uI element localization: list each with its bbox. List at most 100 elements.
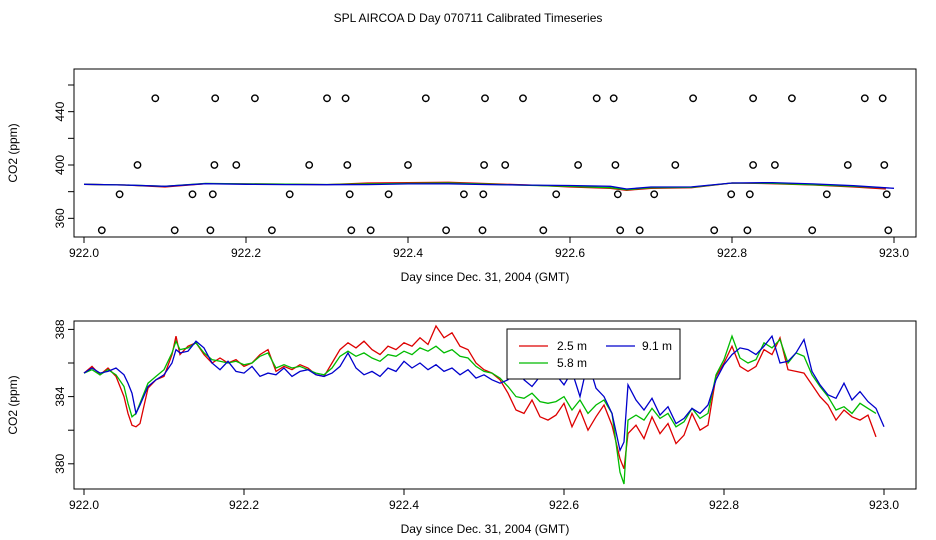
calibration-point [519,94,527,103]
calibration-point [592,94,601,103]
calibration-point [480,161,488,169]
calibration-point [860,94,869,103]
calibration-point [323,94,331,103]
calibration-point [539,226,548,235]
calibration-point [771,161,779,169]
legend: 2.5 m 9.1 m 5.8 m [506,328,681,380]
calibration-point [151,94,160,103]
calibration-point [878,94,887,103]
calibration-point [616,226,625,235]
x-tick-label: 922.0 [69,246,99,260]
calibration-point [501,161,510,169]
calibration-point [727,190,736,199]
calibration-point [689,94,697,103]
calibration-point [788,94,796,103]
calibration-point [574,161,582,169]
calibration-point [749,94,757,103]
calibration-point [479,190,488,199]
calibration-point [97,226,106,235]
calibration-point [710,226,719,235]
calibration-point [478,226,487,235]
x-tick-label: 922.2 [229,498,259,512]
top-axis-ticks: 922.0 922.2 922.4 922.6 922.8 923.0 360 400 440 [53,84,909,260]
x-tick-label: 922.8 [717,246,747,260]
calibration-point [882,190,891,199]
calibration-point [421,94,430,103]
calibration-point [745,190,754,199]
top-series-lines [83,181,895,191]
calibration-point [115,190,124,199]
series-line-9-1-m [83,334,885,453]
calibration-point [341,94,350,103]
calibration-point [609,94,618,103]
calibration-point [188,190,197,199]
x-tick-label: 922.6 [555,246,585,260]
legend-label-5-8m: 5.8 m [557,356,587,370]
calibration-point [345,190,354,199]
y-tick-label: 388 [53,319,67,339]
chart-title: SPL AIRCOA D Day 070711 Calibrated Times… [334,11,603,25]
calibration-point [170,226,179,235]
calibration-point [250,94,259,103]
top-y-axis-label: CO2 (ppm) [6,123,20,182]
series-line-9-1-m [83,181,895,190]
top-calibration-points [97,94,893,235]
legend-box [506,328,681,380]
calibration-point [843,161,852,169]
bottom-x-axis-label: Day since Dec. 31, 2004 (GMT) [401,522,570,536]
bottom-series-lines [83,324,885,485]
calibration-point [459,190,468,199]
top-panel: 922.0 922.2 922.4 922.6 922.8 923.0360400440 … [6,68,917,284]
x-tick-label: 922.4 [393,246,423,260]
calibration-point [208,190,217,199]
calibration-point [442,226,450,235]
y-tick-label: 380 [53,453,67,473]
calibration-point [267,226,276,235]
calibration-point [481,94,489,103]
y-tick-label: 360 [53,208,67,228]
calibration-point [133,161,142,169]
calibration-point [232,161,241,169]
calibration-point [822,190,831,199]
bottom-axis-ticks: 922.0 922.2 922.4 922.6 922.8 923.0 380 384 388 [53,319,899,512]
calibration-point [613,190,622,199]
calibration-point [210,161,219,169]
calibration-point [635,226,644,235]
x-tick-label: 922.2 [231,246,261,260]
x-tick-label: 922.6 [549,498,579,512]
calibration-point [366,226,375,235]
y-tick-label: 440 [53,101,67,121]
calibration-point [552,190,561,199]
calibration-point [384,190,393,199]
legend-label-9-1m: 9.1 m [642,339,672,353]
calibration-point [611,161,620,169]
y-tick-label: 384 [53,386,67,406]
calibration-point [884,226,893,235]
x-tick-label: 922.0 [69,498,99,512]
calibration-point [880,161,889,169]
legend-label-2-5m: 2.5 m [557,339,587,353]
calibration-point [343,161,352,169]
bottom-plot-frame [73,320,917,490]
series-line-5-8-m [83,334,877,485]
calibration-point [743,226,752,235]
calibration-point [347,226,356,235]
calibration-point [285,190,294,199]
top-x-axis-label: Day since Dec. 31, 2004 (GMT) [401,270,570,284]
calibration-point [305,161,314,169]
x-tick-label: 923.0 [879,246,909,260]
calibration-point [808,226,817,235]
x-tick-label: 923.0 [869,498,899,512]
calibration-point [206,226,215,235]
calibration-point [749,161,757,169]
bottom-panel: 922.0 922.2 922.4 922.6 922.8 923.0380384388 … [6,319,917,536]
bottom-y-axis-label: CO2 (ppm) [6,375,20,434]
x-tick-label: 922.8 [709,498,739,512]
calibration-point [211,94,220,103]
y-tick-label: 400 [53,155,67,175]
calibration-point [650,190,659,199]
calibration-point [404,161,412,169]
x-tick-label: 922.4 [389,498,419,512]
calibration-point [671,161,680,169]
